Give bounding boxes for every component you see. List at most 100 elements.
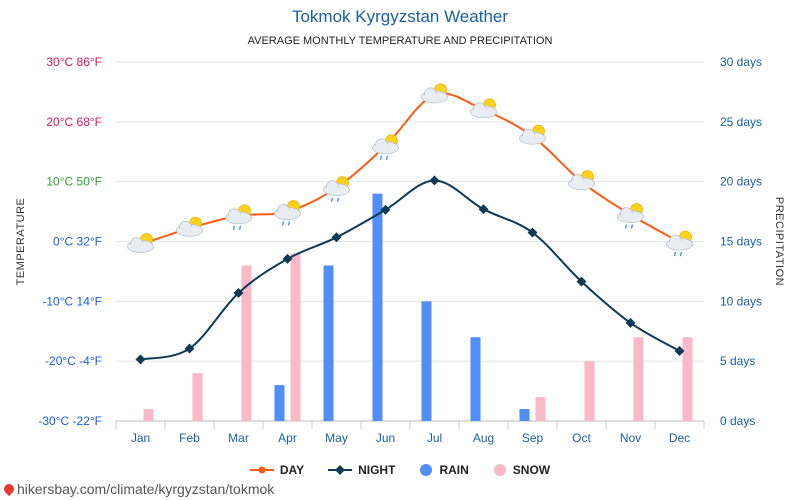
right-tick-label: 10 days [720, 294, 762, 308]
sun-cloud-rain-icon [666, 230, 693, 257]
day-series-line [140, 92, 680, 246]
legend-day-marker [249, 466, 274, 474]
cloud-fill [324, 186, 349, 196]
cloud-fill [226, 214, 251, 224]
rain-bar [372, 193, 383, 421]
rain-drop [336, 197, 340, 202]
rain-drop [673, 251, 677, 257]
snow-bar [584, 361, 595, 421]
lines-layer [135, 91, 685, 365]
rain-drop [624, 224, 628, 229]
cloud-fill [373, 144, 398, 154]
legend-item-day[interactable]: DAY [249, 463, 305, 477]
left-tick-label: 30°C 86°F [46, 55, 102, 69]
grid-layer [115, 61, 705, 429]
night-point [625, 317, 636, 328]
rain-bar [323, 265, 334, 421]
chart-legend: DAY NIGHT RAIN SNOW [0, 463, 800, 477]
snow-bar [535, 397, 546, 421]
location-pin-icon [1, 481, 17, 497]
legend-rain-label: RAIN [439, 463, 469, 477]
rain-drop [330, 197, 334, 202]
cloud-fill [471, 108, 496, 118]
night-point [331, 232, 342, 243]
right-tick-label: 20 days [720, 175, 762, 189]
snow-bar [241, 265, 252, 421]
legend-snow-marker [493, 464, 506, 476]
sun-cloud-icon [176, 216, 203, 237]
bars-layer [143, 193, 693, 421]
night-point [429, 175, 440, 186]
x-tick-label: May [325, 431, 348, 445]
rain-drop [238, 225, 242, 230]
sun-cloud-rain-icon [274, 200, 301, 226]
footer-url: hikersbay.com/climate/kyrgyzstan/tokmok [17, 481, 275, 497]
right-tick-label: 15 days [720, 235, 762, 249]
icons-layer [127, 83, 693, 257]
cloud-fill [177, 226, 202, 236]
night-point [233, 288, 244, 298]
night-point [184, 343, 195, 354]
snow-bar [682, 337, 693, 421]
night-point [478, 204, 489, 215]
sun-cloud-rain-icon [617, 203, 644, 229]
night-point [380, 204, 391, 215]
legend-item-rain[interactable]: RAIN [419, 463, 469, 477]
rain-drop [379, 155, 383, 160]
night-point [135, 354, 146, 365]
night-point [527, 227, 538, 238]
cloud-fill [618, 213, 643, 223]
x-tick-label: Jul [427, 431, 442, 445]
sun-cloud-rain-icon [372, 134, 399, 160]
axis-layer: 30°C 86°F 20°C 68°F 10°C 50°F 0°C 32°F -10°C… [15, 55, 785, 445]
legend-day-label: DAY [279, 463, 305, 477]
sun-cloud-rain-icon [225, 204, 252, 230]
legend-item-night[interactable]: NIGHT [328, 463, 395, 477]
chart-subtitle: AVERAGE MONTHLY TEMPERATURE AND PRECIPIT… [247, 35, 553, 47]
right-tick-label: 5 days [720, 354, 755, 368]
rain-drop [385, 155, 389, 160]
rain-bar [470, 337, 481, 421]
cloud-fill [275, 210, 300, 220]
x-tick-label: Nov [620, 431, 641, 445]
x-tick-label: Oct [572, 431, 591, 445]
right-axis-title: PRECIPITATION [773, 197, 785, 286]
cloud-fill [667, 240, 692, 250]
rain-drop [232, 225, 236, 230]
x-tick-label: Jun [376, 431, 395, 445]
footer-link[interactable]: hikersbay.com/climate/kyrgyzstan/tokmok [1, 481, 275, 497]
x-tick-label: Feb [179, 431, 200, 445]
x-tick-label: Aug [473, 431, 494, 445]
x-tick-label: Sep [522, 431, 544, 445]
left-axis-title: TEMPERATURE [15, 198, 27, 286]
rain-bar [421, 301, 432, 421]
left-tick-label: -30°C -22°F [38, 414, 102, 428]
x-tick-label: Dec [669, 431, 690, 445]
legend-item-snow[interactable]: SNOW [493, 463, 550, 477]
x-tick-label: Jan [131, 431, 150, 445]
legend-night-marker [328, 465, 353, 475]
legend-snow-label: SNOW [512, 463, 551, 477]
left-tick-label: 10°C 50°F [46, 175, 102, 189]
left-tick-label: 0°C 32°F [53, 235, 102, 249]
legend-rain-marker [420, 464, 433, 476]
sun-cloud-icon [568, 170, 595, 191]
rain-drop [281, 221, 285, 226]
sun-cloud-rain-icon [323, 176, 350, 202]
rain-bar [519, 409, 530, 421]
rain-drop [630, 224, 634, 229]
x-tick-label: Mar [228, 431, 249, 445]
cloud-fill [520, 134, 545, 144]
night-point [576, 276, 587, 287]
right-tick-label: 25 days [720, 115, 762, 129]
left-tick-label: -10°C 14°F [42, 294, 102, 308]
cloud-fill [569, 180, 594, 190]
sun-cloud-icon [421, 83, 448, 104]
legend-night-label: NIGHT [358, 463, 396, 477]
sun-cloud-icon [127, 233, 154, 253]
rain-drop [679, 251, 683, 257]
snow-bar [192, 373, 203, 421]
snow-bar [633, 337, 644, 421]
cloud-fill [422, 93, 447, 103]
